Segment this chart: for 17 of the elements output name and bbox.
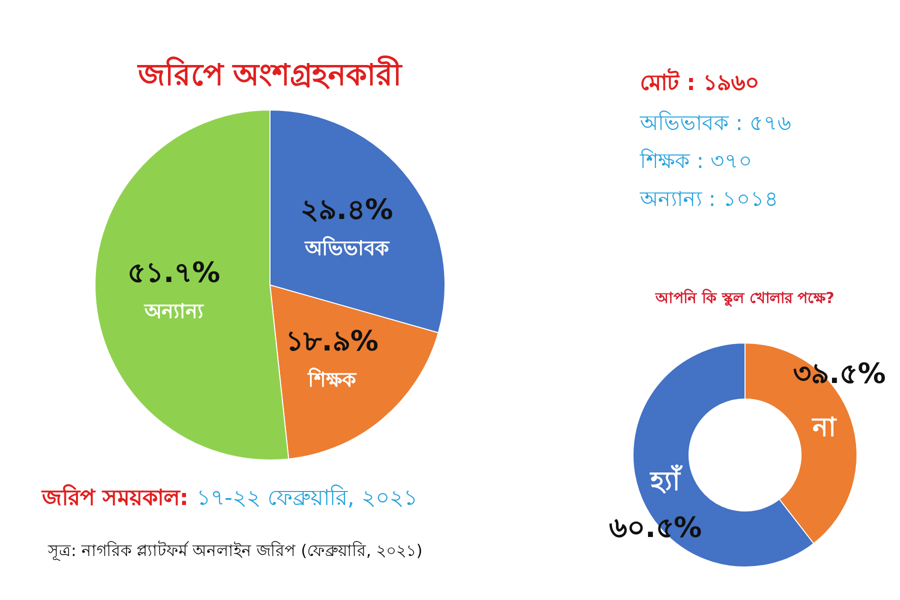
slice-label: অন্যান্য xyxy=(143,299,204,324)
data-label: ৫১.৭% xyxy=(128,256,220,290)
chart-title: জরিপে অংশগ্রহনকারী xyxy=(136,55,404,93)
text: অন্যান্য : ১০১৪ xyxy=(639,187,778,211)
text: জরিপ সময়কাল: xyxy=(41,484,188,511)
slice-label: অভিভাবক xyxy=(304,236,390,260)
slice-label: শিক্ষক xyxy=(307,368,358,392)
data-label: ১৮.৯% xyxy=(286,324,378,358)
text: সূত্র: নাগরিক প্ল্যাটফর্ম অনলাইন জরিপ (ফেব্রুয়ারি, ২০২১) xyxy=(47,541,422,561)
slice-label: না xyxy=(811,412,838,443)
slice-label: হ্যাঁ xyxy=(650,464,684,498)
text: মোট : ১৯৬০ xyxy=(640,68,760,96)
data-label: ২৯.৪% xyxy=(300,192,394,226)
text: ১৭-২২ ফেব্রুয়ারি, ২০২১ xyxy=(196,485,418,511)
text: শিক্ষক : ৩৭০ xyxy=(639,149,752,173)
chart-title: আপনি কি স্কুল খোলার পক্ষে? xyxy=(654,288,834,307)
text: অভিভাবক : ৫৭৬ xyxy=(639,111,792,135)
